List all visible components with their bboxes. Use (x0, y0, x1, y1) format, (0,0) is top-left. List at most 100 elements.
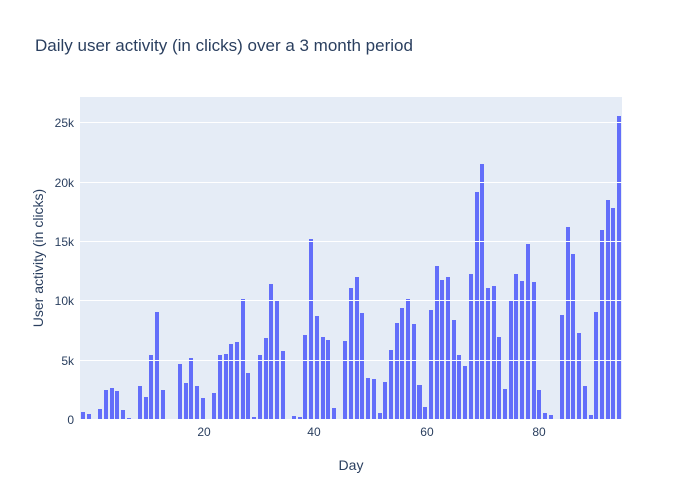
bar (212, 393, 217, 420)
bar (571, 254, 576, 420)
bar (109, 387, 114, 420)
bar (320, 337, 325, 420)
bar (217, 355, 222, 420)
bar (354, 276, 359, 420)
y-tick-label: 25k (54, 116, 74, 131)
bar (223, 354, 228, 420)
bar (394, 323, 399, 420)
bar (531, 281, 536, 420)
bar (577, 333, 582, 420)
x-tick-label: 60 (420, 425, 434, 439)
bar (537, 390, 542, 420)
bar (423, 407, 428, 420)
bar (617, 116, 622, 420)
bar (508, 300, 513, 420)
bar (286, 419, 291, 420)
y-tick-label: 0 (67, 413, 74, 427)
bar (343, 341, 348, 420)
bar (497, 336, 502, 420)
x-tick-label: 20 (197, 425, 211, 439)
bar (92, 419, 97, 420)
bar (520, 280, 525, 420)
bar (143, 397, 148, 420)
bar (257, 355, 262, 420)
bar (594, 311, 599, 420)
bar (491, 286, 496, 420)
bar (229, 344, 234, 420)
bar (240, 299, 245, 420)
bar (81, 411, 86, 420)
y-tick-label: 15k (54, 234, 74, 249)
bar (411, 324, 416, 420)
bar (234, 341, 239, 420)
bar (166, 419, 171, 420)
bar (542, 413, 547, 420)
bar (451, 320, 456, 420)
bar (309, 238, 314, 420)
bar (446, 277, 451, 420)
bar (120, 410, 125, 420)
bar (565, 226, 570, 420)
bar (360, 313, 365, 420)
bar (274, 300, 279, 420)
bar (599, 230, 604, 420)
bar (548, 415, 553, 420)
bar (160, 389, 165, 420)
bar (337, 419, 342, 420)
bar (383, 381, 388, 420)
bar (503, 389, 508, 420)
bar (554, 419, 559, 420)
y-tick-label: 10k (54, 294, 74, 309)
bar (417, 384, 422, 420)
bar (326, 340, 331, 420)
bar (468, 274, 473, 420)
y-tick-label: 20k (54, 175, 74, 190)
bar (463, 365, 468, 420)
bar (366, 377, 371, 420)
bar (406, 299, 411, 420)
bar (371, 379, 376, 420)
bar (98, 409, 103, 420)
bar (103, 389, 108, 420)
bar (440, 280, 445, 420)
bar (155, 311, 160, 420)
bar (474, 191, 479, 420)
bar (206, 419, 211, 420)
bar (582, 386, 587, 420)
bar (297, 417, 302, 420)
bar (434, 266, 439, 420)
bar (292, 415, 297, 420)
bar (314, 316, 319, 420)
chart-title: Daily user activity (in clicks) over a 3… (35, 36, 413, 55)
bar (177, 364, 182, 420)
plot-area[interactable] (80, 97, 622, 420)
bars[interactable] (81, 97, 622, 420)
bar (252, 417, 257, 420)
bar (200, 398, 205, 420)
bar (480, 163, 485, 420)
bar (263, 338, 268, 420)
bar (246, 373, 251, 420)
bar (388, 350, 393, 420)
bar (183, 383, 188, 420)
bar (588, 414, 593, 420)
bar (605, 200, 610, 420)
bar (303, 335, 308, 420)
bar (525, 244, 530, 420)
x-axis-title: Day (338, 457, 364, 473)
bar (280, 351, 285, 420)
bar (132, 419, 137, 420)
bar (485, 287, 490, 420)
bar (331, 408, 336, 420)
x-tick-label: 80 (532, 425, 546, 439)
bar (189, 358, 194, 420)
bar (457, 355, 462, 420)
bar (115, 390, 120, 420)
bar (377, 413, 382, 420)
bar (86, 414, 91, 420)
bar (611, 208, 616, 420)
bar (514, 274, 519, 420)
bar (149, 355, 154, 420)
bar (560, 315, 565, 420)
bar (126, 418, 131, 420)
